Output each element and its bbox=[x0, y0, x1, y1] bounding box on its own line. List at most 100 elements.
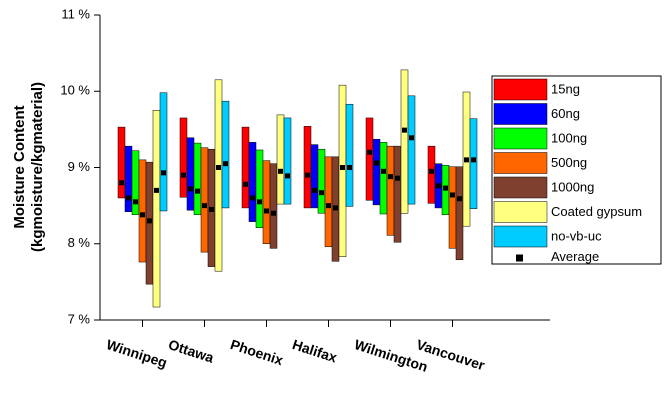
legend-swatch bbox=[493, 201, 548, 223]
average-marker bbox=[216, 165, 221, 170]
x-tick-label: Halifax bbox=[290, 336, 339, 365]
average-marker bbox=[133, 199, 138, 205]
legend-label: 100ng bbox=[551, 130, 587, 145]
average-marker bbox=[395, 175, 400, 181]
range-bar bbox=[448, 166, 457, 249]
average-marker bbox=[436, 183, 441, 189]
range-bar bbox=[303, 126, 312, 209]
range-bar bbox=[338, 84, 347, 257]
range-bar bbox=[386, 145, 395, 236]
range-bar bbox=[427, 145, 436, 204]
range-bar bbox=[186, 137, 195, 211]
average-marker bbox=[119, 180, 124, 186]
average-marker bbox=[181, 172, 186, 178]
range-bar bbox=[159, 92, 168, 212]
y-axis-label: Moisture Content (kgmoisture/kgmaterial) bbox=[11, 82, 46, 252]
range-bar bbox=[310, 144, 319, 209]
y-tick-label: 10 % bbox=[60, 83, 90, 98]
average-marker bbox=[464, 157, 469, 163]
range-bar bbox=[393, 145, 402, 243]
legend-label: Average bbox=[551, 249, 599, 264]
x-tick-label: Phoenix bbox=[228, 336, 285, 368]
average-marker bbox=[243, 181, 248, 187]
range-bar bbox=[248, 142, 257, 222]
average-marker bbox=[443, 185, 448, 191]
range-bar bbox=[276, 114, 285, 205]
legend-label: 60ng bbox=[551, 106, 580, 121]
range-bar bbox=[455, 166, 464, 261]
legend-label: Coated gypsum bbox=[551, 204, 642, 219]
y-label-line: Moisture Content bbox=[11, 105, 28, 228]
range-bar bbox=[214, 79, 223, 272]
range-bar bbox=[262, 160, 271, 244]
average-marker bbox=[154, 187, 159, 193]
range-bar bbox=[365, 117, 374, 201]
average-marker bbox=[333, 205, 338, 211]
x-tick-label: Ottawa bbox=[166, 336, 216, 366]
range-bar bbox=[138, 159, 147, 263]
range-bar bbox=[469, 118, 478, 209]
average-marker bbox=[278, 168, 283, 174]
range-bar bbox=[407, 95, 416, 205]
average-marker bbox=[271, 210, 276, 216]
average-marker bbox=[450, 192, 455, 198]
range-bar bbox=[400, 69, 409, 214]
average-marker bbox=[161, 170, 166, 176]
y-tick-label: 11 % bbox=[61, 6, 90, 21]
range-bar bbox=[131, 150, 140, 216]
average-marker bbox=[326, 203, 331, 209]
range-bar bbox=[152, 110, 161, 308]
average-marker bbox=[202, 203, 207, 209]
average-marker bbox=[264, 208, 269, 214]
legend-label: no-vb-uc bbox=[551, 228, 602, 243]
range-bar bbox=[193, 142, 202, 216]
legend-label: 15ng bbox=[551, 81, 580, 96]
y-tick-label: 9 % bbox=[68, 159, 91, 174]
average-marker bbox=[388, 174, 393, 180]
range-bar bbox=[345, 103, 354, 207]
average-marker bbox=[319, 190, 324, 196]
average-marker bbox=[374, 160, 379, 166]
average-marker bbox=[126, 195, 131, 201]
average-marker bbox=[305, 172, 310, 178]
average-marker bbox=[140, 212, 145, 218]
range-bar bbox=[269, 163, 278, 249]
y-tick-label: 7 % bbox=[68, 311, 91, 326]
average-marker bbox=[429, 168, 434, 174]
average-marker bbox=[381, 168, 386, 174]
range-bar bbox=[324, 156, 333, 248]
range-bar bbox=[200, 147, 209, 253]
average-marker bbox=[409, 135, 414, 141]
average-marker bbox=[367, 149, 372, 155]
average-marker bbox=[471, 157, 476, 163]
average-marker bbox=[188, 186, 193, 192]
legend-swatch bbox=[493, 225, 548, 248]
average-marker bbox=[312, 187, 317, 193]
legend-swatch bbox=[493, 78, 548, 101]
x-tick-label: Winnipeg bbox=[104, 336, 169, 371]
average-marker bbox=[340, 165, 345, 170]
range-bar bbox=[379, 142, 388, 215]
average-marker bbox=[250, 195, 255, 201]
average-marker bbox=[195, 188, 200, 194]
y-label-line: (kgmoisture/kgmaterial) bbox=[29, 82, 46, 252]
y-tick-label: 8 % bbox=[68, 235, 91, 250]
average-marker bbox=[223, 161, 228, 167]
range-bar bbox=[317, 148, 326, 214]
range-bar bbox=[372, 139, 381, 206]
average-marker bbox=[347, 165, 352, 170]
range-bar bbox=[117, 126, 126, 199]
average-marker bbox=[257, 199, 262, 205]
average-marker bbox=[147, 218, 152, 224]
legend-label: 500ng bbox=[551, 155, 587, 170]
range-bar bbox=[283, 117, 292, 205]
range-bar bbox=[124, 145, 133, 212]
legend-label: 1000ng bbox=[551, 179, 594, 194]
legend-average-marker bbox=[516, 254, 523, 262]
legend-swatch bbox=[493, 152, 548, 174]
range-bar bbox=[179, 117, 188, 198]
range-bar bbox=[255, 149, 264, 228]
range-bar bbox=[221, 100, 230, 209]
range-bar bbox=[241, 126, 250, 209]
